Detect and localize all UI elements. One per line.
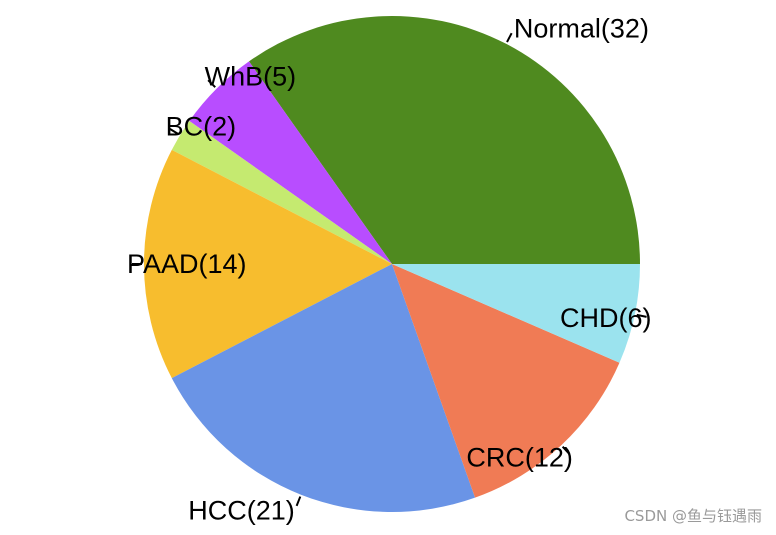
leader-line bbox=[169, 128, 179, 135]
pie-slice-bc bbox=[171, 120, 392, 264]
leader-line bbox=[506, 32, 513, 43]
leader-line bbox=[295, 496, 302, 507]
pie-slice-chd bbox=[392, 264, 640, 363]
watermark: CSDN @鱼与钰遇雨 bbox=[624, 507, 762, 525]
pie-slice-normal bbox=[248, 15, 641, 265]
pie-slice-paad bbox=[143, 149, 392, 379]
slice-label: HCC(21) bbox=[188, 496, 295, 526]
slice-label: CRC(12) bbox=[466, 443, 573, 473]
slice-label: WhB(5) bbox=[205, 62, 297, 92]
slice-label: BC(2) bbox=[166, 111, 237, 141]
slice-label: Normal(32) bbox=[514, 14, 649, 44]
leader-line bbox=[636, 313, 647, 318]
pie-slice-crc bbox=[392, 264, 620, 498]
pie-slice-whb bbox=[189, 61, 392, 264]
pie-slice-hcc bbox=[171, 264, 476, 513]
slice-label: PAAD(14) bbox=[127, 249, 247, 279]
leader-line bbox=[561, 446, 571, 455]
leader-line bbox=[207, 79, 216, 88]
slice-label: CHD(6) bbox=[560, 303, 652, 333]
